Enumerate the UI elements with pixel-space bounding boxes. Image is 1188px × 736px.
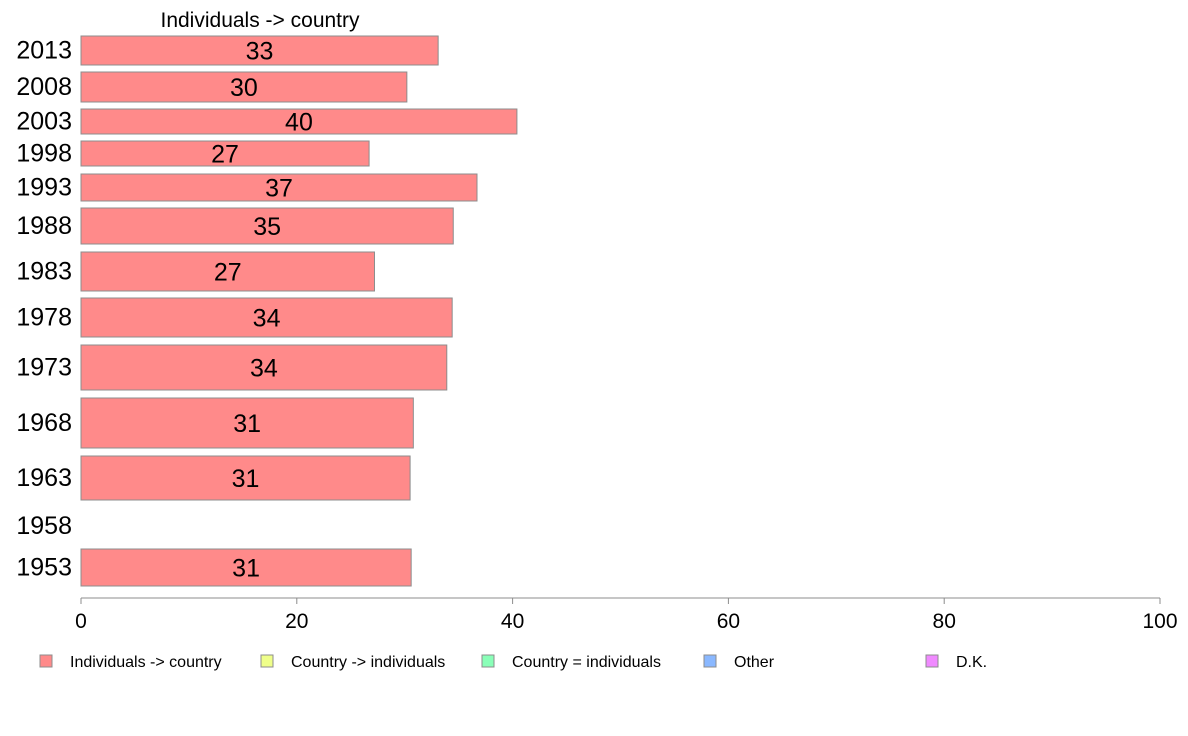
- x-tick-label: 60: [717, 610, 740, 633]
- legend: Individuals -> country Country -> individ…: [39, 654, 987, 671]
- data-label: 34: [250, 355, 278, 383]
- bar: [80, 297, 453, 338]
- bars: 2013 33 2008 30 2003 40 1998 27 1993 37 1988 35 1983…: [16, 35, 518, 587]
- category-label: 1958: [16, 512, 72, 540]
- data-label: 31: [233, 410, 261, 438]
- bar: [80, 108, 518, 135]
- bar: [80, 548, 412, 587]
- category-label: 2008: [16, 73, 72, 101]
- legend-label: Individuals -> country: [70, 654, 222, 671]
- category-label: 1953: [16, 554, 72, 582]
- legend-swatch: [703, 654, 717, 668]
- data-label: 27: [214, 259, 242, 287]
- legend-swatch: [925, 654, 939, 668]
- legend-swatch: [481, 654, 495, 668]
- x-tick-label: 80: [933, 610, 956, 633]
- category-label: 1983: [16, 258, 72, 286]
- category-label: 1993: [16, 174, 72, 202]
- legend-label: Other: [734, 654, 775, 671]
- data-label: 35: [253, 213, 281, 241]
- legend-label: D.K.: [956, 654, 987, 671]
- x-axis: 0 20 40 60 80 100: [75, 597, 1178, 633]
- bar: [80, 71, 408, 103]
- category-label: 2013: [16, 37, 72, 65]
- data-label: 27: [211, 141, 239, 169]
- bar: [80, 397, 414, 449]
- bar: [80, 207, 454, 245]
- bar: [80, 140, 370, 167]
- chart-title: Individuals -> country: [160, 9, 360, 32]
- bar: [80, 173, 478, 202]
- legend-swatch: [260, 654, 274, 668]
- x-tick-label: 100: [1142, 610, 1177, 633]
- bar: [80, 344, 448, 391]
- x-tick-label: 0: [75, 610, 87, 633]
- x-tick-label: 20: [285, 610, 308, 633]
- category-label: 1978: [16, 304, 72, 332]
- category-label: 1998: [16, 140, 72, 168]
- legend-swatch: [39, 654, 53, 668]
- data-label: 31: [232, 555, 260, 583]
- data-label: 37: [265, 175, 293, 203]
- category-label: 1963: [16, 464, 72, 492]
- category-label: 2003: [16, 108, 72, 136]
- data-label: 31: [232, 465, 260, 493]
- data-label: 33: [246, 38, 274, 66]
- legend-label: Country = individuals: [512, 654, 661, 671]
- data-label: 34: [253, 305, 281, 333]
- bar: [80, 251, 375, 292]
- legend-label: Country -> individuals: [291, 654, 445, 671]
- bar: [80, 455, 411, 501]
- category-label: 1973: [16, 354, 72, 382]
- x-tick-label: 40: [501, 610, 524, 633]
- bar: [80, 35, 439, 66]
- category-label: 1988: [16, 212, 72, 240]
- category-label: 1968: [16, 409, 72, 437]
- data-label: 30: [230, 74, 258, 102]
- data-label: 40: [285, 109, 313, 137]
